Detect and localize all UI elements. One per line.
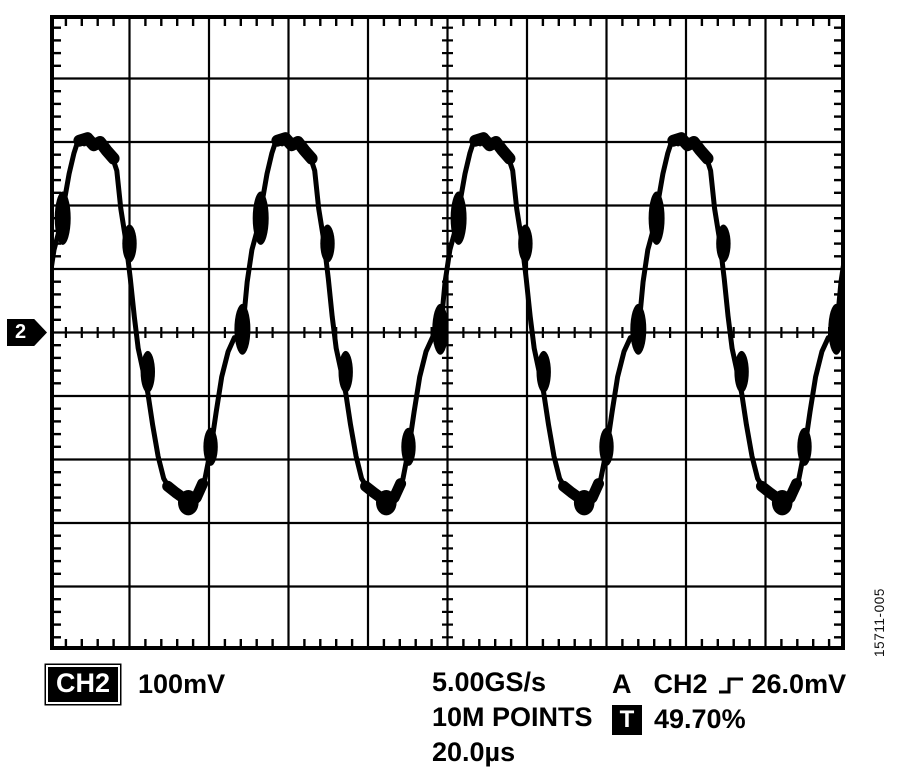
trigger-badge: T	[612, 704, 642, 735]
timebase-value: 20.0µs	[432, 737, 516, 767]
channel-readout: CH2 100mV	[48, 667, 225, 702]
trigger-source-value: CH2	[653, 669, 708, 699]
acquisition-readout: 5.00GS/s 10M POINTS 20.0µs	[432, 667, 593, 769]
trigger-level-value: 26.0mV	[751, 669, 847, 699]
trigger-system-label: A	[612, 669, 632, 699]
channel-badge: CH2	[48, 667, 119, 702]
rising-edge-icon	[718, 677, 743, 693]
sample-rate-value: 5.00GS/s	[432, 667, 547, 697]
channel-2-ground-marker: 2	[7, 319, 47, 346]
trigger-readout: A CH2 26.0mV T 49.70%	[612, 667, 846, 737]
vertical-scale-value: 100mV	[138, 669, 226, 699]
trigger-position-value: 49.70%	[654, 704, 746, 734]
figure-number-label: 15711-005	[872, 588, 887, 657]
record-length-value: 10M POINTS	[432, 702, 593, 732]
oscilloscope-display	[50, 15, 845, 650]
channel-marker-number: 2	[15, 321, 27, 343]
